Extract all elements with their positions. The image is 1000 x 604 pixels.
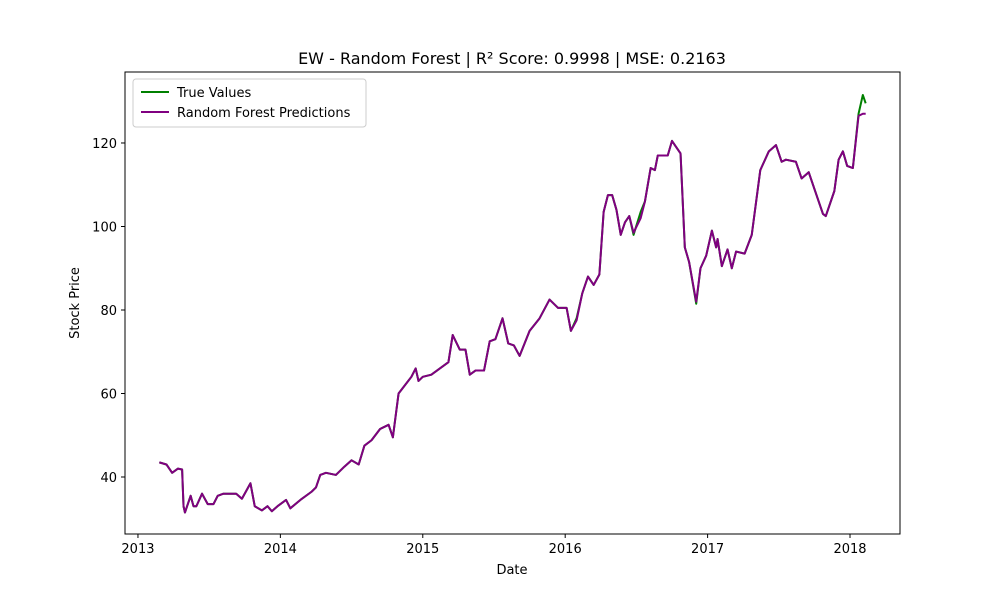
legend-label: Random Forest Predictions	[177, 106, 351, 121]
x-tick-label: 2016	[549, 542, 582, 557]
chart-title: EW - Random Forest | R² Score: 0.9998 | …	[298, 49, 726, 68]
y-axis-label: Stock Price	[68, 267, 83, 339]
x-tick-label: 2015	[406, 542, 439, 557]
legend-label: True Values	[176, 86, 251, 101]
x-axis-label: Date	[496, 563, 527, 578]
x-tick-label: 2017	[691, 542, 724, 557]
plot-frame	[124, 71, 901, 535]
y-tick-label: 100	[92, 220, 117, 235]
y-tick-label: 60	[100, 388, 117, 403]
data-line	[159, 112, 866, 514]
y-tick-label: 80	[100, 304, 117, 319]
y-tick-label: 40	[100, 471, 117, 486]
x-tick-label: 2014	[264, 542, 297, 557]
legend-box	[132, 78, 367, 128]
x-tick-label: 2013	[121, 542, 154, 557]
y-tick-label: 120	[92, 137, 117, 152]
x-tick-label: 2018	[833, 542, 866, 557]
